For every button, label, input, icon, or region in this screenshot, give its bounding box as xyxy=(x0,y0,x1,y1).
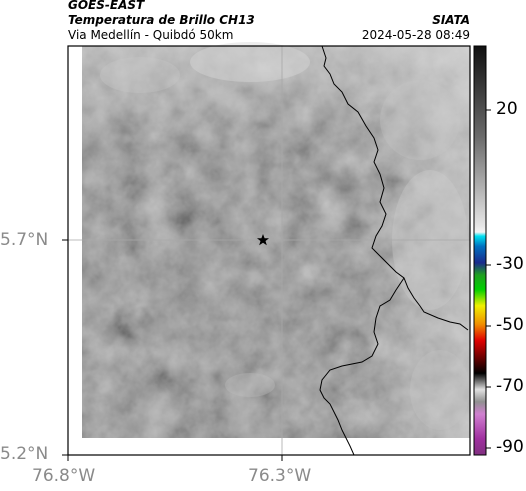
colorbar-label: 20 xyxy=(496,99,518,119)
brightness-temperature-field xyxy=(82,42,470,438)
colorbar-label: -70 xyxy=(496,376,524,396)
region-subtitle: Via Medellín - Quibdó 50km xyxy=(68,28,234,42)
border-line xyxy=(319,45,469,456)
star-icon xyxy=(257,234,269,246)
lat-tick-label: 5.2°N xyxy=(0,444,49,464)
colorbar xyxy=(474,46,486,455)
colorbar-label: -90 xyxy=(496,437,524,457)
colorbar-label: -30 xyxy=(496,254,524,274)
colorbar-label: -50 xyxy=(496,315,524,335)
lat-tick-label: 5.7°N xyxy=(0,230,49,250)
satellite-title: GOES-EAST xyxy=(68,0,145,12)
timestamp-label: 2024-05-28 08:49 xyxy=(361,28,470,42)
lon-tick-label: 76.3°W xyxy=(248,466,312,486)
colorbar-frame xyxy=(473,45,487,456)
organization-label: SIATA xyxy=(432,13,470,27)
map-frame xyxy=(67,45,471,456)
lon-tick-label: 76.8°W xyxy=(32,466,96,486)
product-title: Temperatura de Brillo CH13 xyxy=(68,13,255,27)
